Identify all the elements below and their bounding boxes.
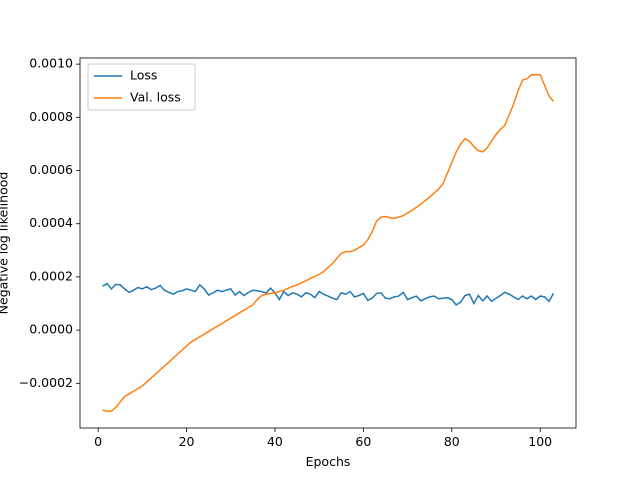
y-tick-label: 0.0008 <box>29 109 73 124</box>
y-tick-label: 0.0010 <box>29 56 73 71</box>
x-tick-label: 40 <box>267 434 283 449</box>
x-axis-label: Epochs <box>306 454 351 469</box>
plot-frame <box>79 57 577 429</box>
x-tick-label: 20 <box>179 434 195 449</box>
x-tick-label: 60 <box>355 434 371 449</box>
x-tick-label: 100 <box>528 434 552 449</box>
legend-label: Val. loss <box>130 90 181 105</box>
x-tick-label: 80 <box>444 434 460 449</box>
x-tick-label: 0 <box>94 434 102 449</box>
y-axis-label: Negative log likelihood <box>0 172 11 315</box>
y-tick-label: 0.0004 <box>29 215 73 230</box>
y-tick-label: −0.0002 <box>19 375 73 390</box>
y-tick-label: 0.0000 <box>29 322 73 337</box>
y-tick-label: 0.0002 <box>29 268 73 283</box>
y-tick-label: 0.0006 <box>29 162 73 177</box>
legend-label: Loss <box>130 68 157 83</box>
legend: Loss Val. loss <box>87 63 196 111</box>
data-line <box>102 282 555 306</box>
data-line <box>102 74 555 412</box>
